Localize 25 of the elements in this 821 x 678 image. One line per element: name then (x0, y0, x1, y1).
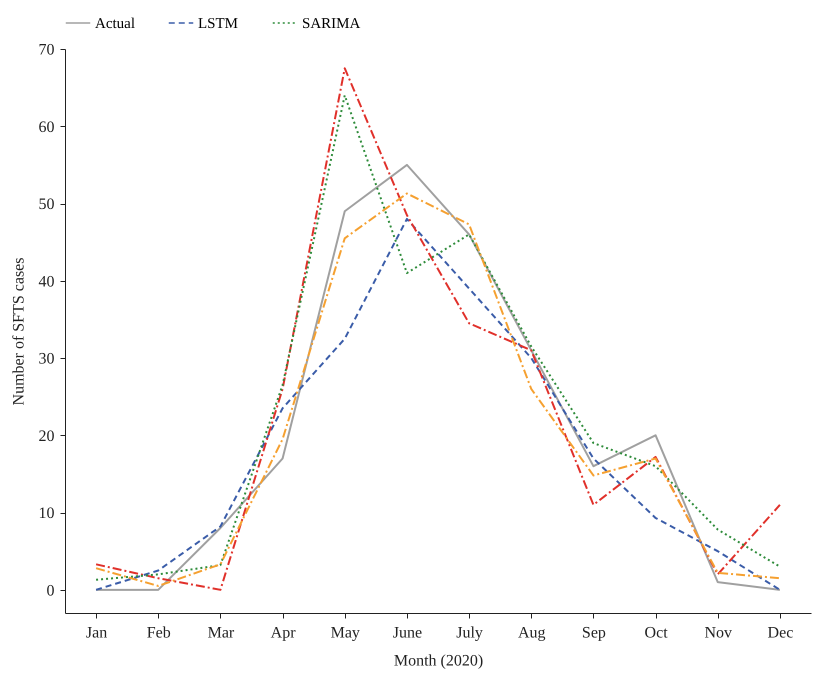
y-tick-label: 60 (38, 118, 54, 136)
x-tick-label: June (392, 624, 422, 642)
y-tick-label: 50 (38, 196, 54, 214)
x-tick-label: Dec (768, 624, 794, 642)
x-axis-title: Month (2020) (394, 652, 484, 670)
x-tick-label: Aug (518, 624, 546, 642)
legend-label: SARIMA (302, 16, 361, 32)
x-tick-label: July (456, 624, 483, 642)
x-tick-label: Sep (582, 624, 606, 642)
x-tick-label: Nov (704, 624, 732, 642)
legend-label: Actual (95, 16, 135, 32)
x-tick-label: Oct (644, 624, 668, 642)
y-tick-label: 20 (38, 428, 54, 445)
x-tick-label: Jan (86, 624, 108, 642)
x-tick-label: Feb (146, 624, 171, 642)
x-tick-label: May (330, 624, 360, 642)
y-tick-label: 10 (38, 505, 54, 522)
legend-label: LSTM (198, 16, 238, 32)
y-axis-title: Number of SFTS cases (10, 258, 28, 406)
y-tick-label: 30 (38, 350, 54, 368)
x-tick-label: Apr (270, 624, 296, 642)
y-tick-label: 70 (38, 42, 54, 58)
y-tick-label: 0 (46, 582, 54, 600)
x-tick-label: Mar (208, 624, 235, 642)
y-tick-label: 40 (38, 273, 54, 290)
